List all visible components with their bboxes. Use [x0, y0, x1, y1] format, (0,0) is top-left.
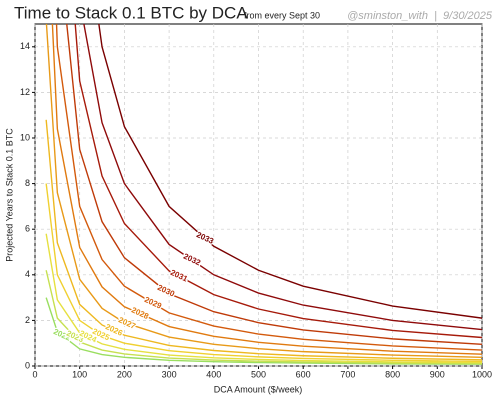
- x-tick-label: 400: [206, 369, 221, 379]
- series-line: [55, 24, 482, 351]
- y-tick-label: 6: [25, 224, 30, 234]
- series-line: [45, 270, 482, 365]
- x-tick-label: 200: [117, 369, 132, 379]
- x-tick-label: 1000: [472, 369, 492, 379]
- x-tick-label: 500: [251, 369, 266, 379]
- y-axis-label: Projected Years to Stack 0.1 BTC: [4, 128, 14, 262]
- series-line: [45, 233, 482, 364]
- x-axis-label: DCA Amount ($/week): [214, 384, 303, 394]
- series-line: [74, 24, 482, 339]
- series-line: [45, 24, 482, 359]
- y-tick-label: 4: [25, 269, 30, 279]
- x-tick-label: 800: [385, 369, 400, 379]
- series-line: [45, 119, 482, 361]
- series-line: [45, 297, 482, 365]
- y-tick-label: 8: [25, 178, 30, 188]
- series-line: [98, 24, 482, 319]
- series-line: [51, 24, 482, 355]
- y-tick-label: 2: [25, 315, 30, 325]
- chart-subtitle: from every Sept 30: [244, 10, 320, 20]
- grid: 0 100 200 300 400 500 600 700 800 900 1000 0 2 4 6 8 10 1…: [20, 24, 492, 379]
- y-tick-label: 10: [20, 132, 30, 142]
- lines: [45, 24, 482, 365]
- x-tick-label: 600: [296, 369, 311, 379]
- x-tick-label: 100: [72, 369, 87, 379]
- annotation: @sminston_with | 9/30/2025: [347, 10, 493, 22]
- y-tick-label: 12: [20, 87, 30, 97]
- series-line: [83, 24, 482, 331]
- y-tick-label: 14: [20, 41, 30, 51]
- chart-title: Time to Stack 0.1 BTC by DCA: [14, 3, 248, 22]
- x-tick-label: 300: [162, 369, 177, 379]
- x-tick-label: 700: [340, 369, 355, 379]
- x-tick-label: 0: [32, 369, 37, 379]
- y-tick-label: 0: [25, 360, 30, 370]
- series-line: [45, 183, 482, 363]
- x-tick-label: 900: [430, 369, 445, 379]
- series-line: [66, 24, 482, 346]
